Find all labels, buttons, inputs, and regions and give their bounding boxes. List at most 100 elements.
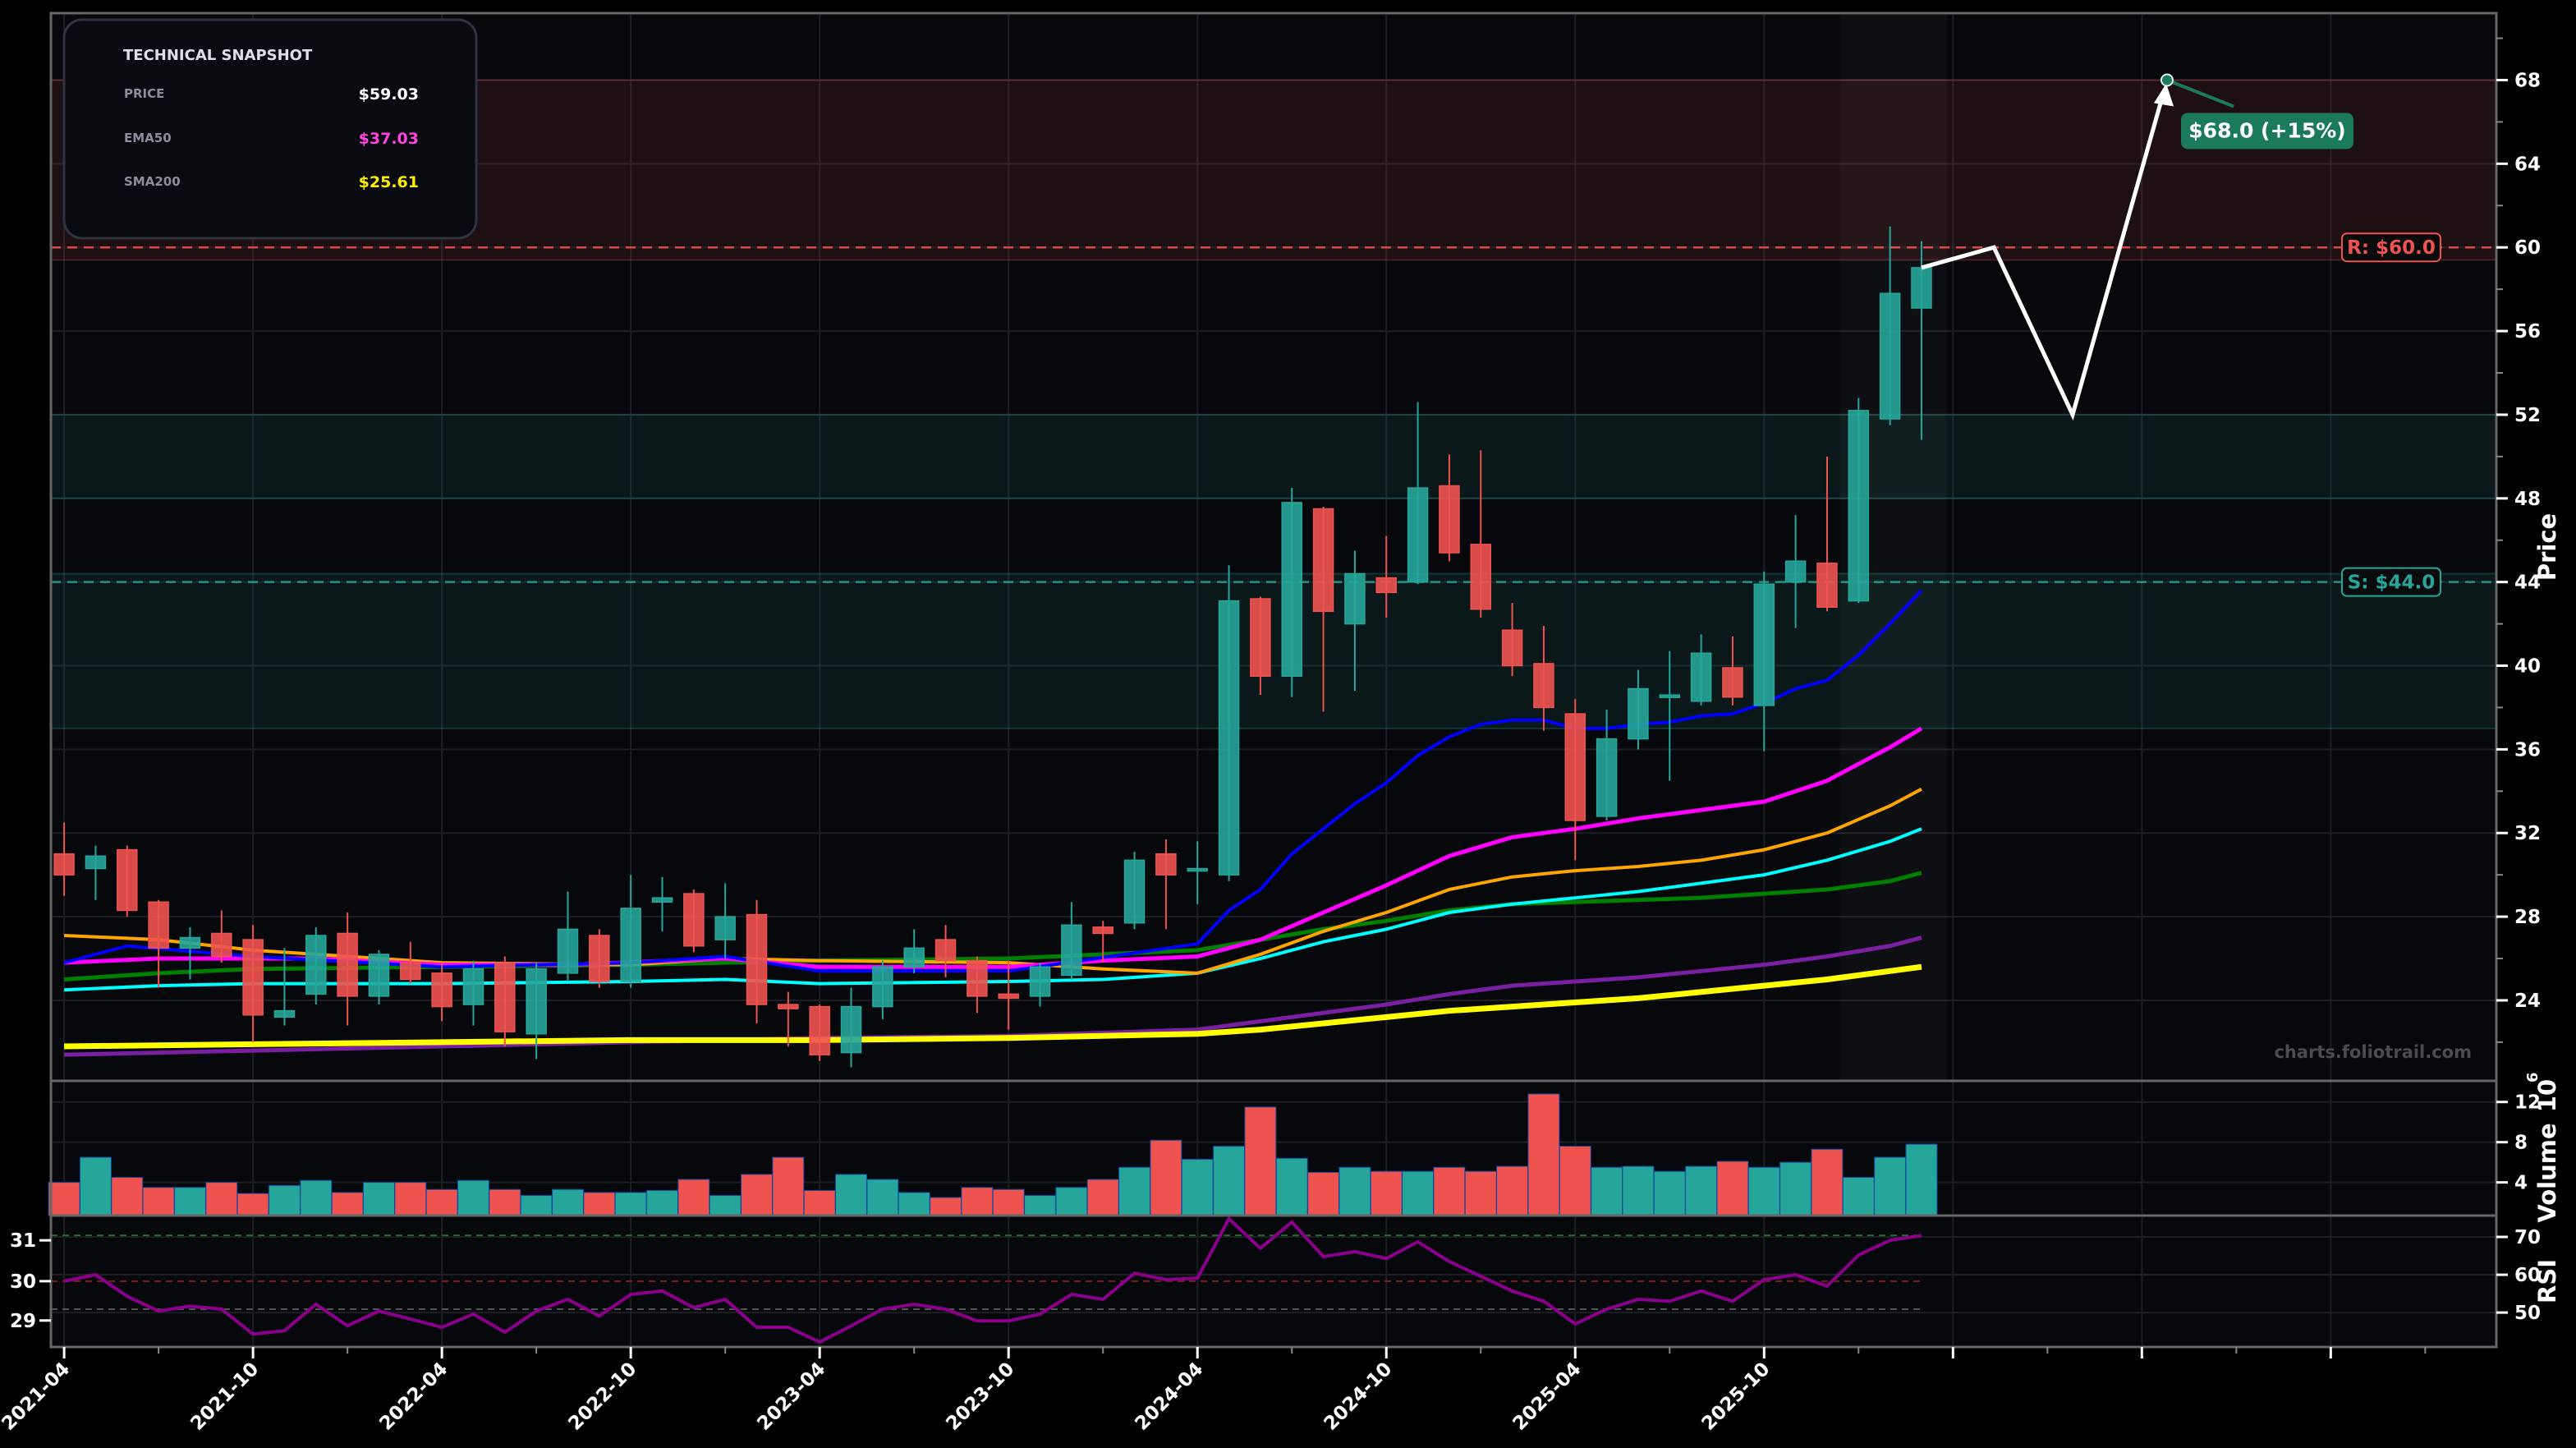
candle-up — [179, 936, 201, 949]
volume-bar — [1842, 1176, 1875, 1216]
volume-bar — [1622, 1165, 1655, 1216]
volume-bar — [1150, 1139, 1182, 1216]
candle-down — [211, 932, 232, 958]
volume-bar — [1433, 1166, 1466, 1216]
candle-down — [967, 959, 988, 997]
candle-down — [809, 1005, 830, 1055]
candle-down — [1533, 663, 1554, 709]
candle-up — [1218, 600, 1240, 876]
candle-up — [1061, 924, 1082, 977]
volume-axis-label: Volume — [2533, 1123, 2561, 1222]
volume-bar — [961, 1187, 994, 1216]
candle-up — [1123, 859, 1146, 924]
volume-bar — [1811, 1148, 1844, 1216]
candle-up — [1784, 560, 1807, 583]
volume-bar — [1779, 1161, 1812, 1216]
rsi-left-tick-label: 29 — [10, 1311, 36, 1332]
candle-down — [1155, 853, 1177, 876]
candle-up — [368, 954, 390, 997]
rsi-tick-label: 70 — [2514, 1227, 2541, 1248]
volume-bar — [614, 1192, 647, 1216]
volume-bar — [1024, 1195, 1057, 1216]
watermark: charts.foliotrail.com — [2274, 1042, 2472, 1062]
price-tick-label: 28 — [2514, 907, 2541, 928]
price-zone — [50, 413, 2497, 499]
candle-up — [273, 1009, 296, 1018]
volume-bar — [457, 1179, 489, 1216]
x-tick-label: 2023-10 — [942, 1358, 1018, 1435]
volume-bar — [1496, 1165, 1529, 1216]
candle-up — [305, 935, 327, 995]
support-resistance-lines: R: $60.0 S: $44.0 — [51, 232, 2496, 597]
volume-bar — [1181, 1158, 1214, 1216]
candle-down — [589, 935, 610, 982]
snapshot-ema50-label: EMA50 — [124, 131, 172, 145]
candle-up — [1879, 292, 1901, 420]
volume-bar — [394, 1182, 427, 1216]
volume-bar — [489, 1188, 521, 1216]
target-label: $68.0 (+15%) — [2188, 118, 2345, 142]
volume-bar — [425, 1188, 458, 1216]
x-tick-label: 2024-04 — [1131, 1358, 1207, 1435]
candle-up — [1690, 652, 1712, 702]
volume-bar — [1370, 1170, 1403, 1216]
candle-up — [85, 855, 107, 870]
volume-bar — [992, 1188, 1025, 1216]
snapshot-sma200-label: SMA200 — [124, 174, 181, 189]
forecast-arrowhead-icon — [2153, 83, 2174, 107]
candle-down — [683, 893, 705, 947]
x-tick-label: 2024-10 — [1320, 1358, 1396, 1435]
candle-up — [462, 968, 484, 1005]
volume-bar — [205, 1182, 238, 1216]
volume-bar — [646, 1189, 678, 1216]
candle-up — [1659, 694, 1681, 698]
volume-bar — [1086, 1179, 1119, 1216]
volume-bar — [1905, 1143, 1938, 1216]
price-axis-label: Price — [2533, 513, 2561, 581]
volume-bar — [1716, 1161, 1749, 1216]
volume-bar — [1559, 1146, 1591, 1216]
technical-snapshot-panel: TECHNICAL SNAPSHOT PRICE $59.03 EMA50 $3… — [62, 18, 478, 240]
candle-down — [1092, 926, 1114, 935]
volume-bar — [583, 1192, 616, 1216]
volume-bar — [803, 1189, 836, 1216]
candle-down — [400, 962, 421, 981]
volume-bar — [741, 1174, 774, 1216]
price-tick-label: 40 — [2514, 656, 2541, 678]
price-tick-label: 32 — [2514, 823, 2541, 844]
rsi-panel — [51, 1216, 1922, 1345]
candle-down — [1722, 667, 1743, 698]
snapshot-ema50-value: $37.03 — [359, 130, 419, 148]
target-label-box — [2181, 113, 2353, 149]
volume-bar — [1747, 1166, 1780, 1216]
price-tick-label: 24 — [2514, 991, 2541, 1012]
volume-bar — [79, 1156, 112, 1216]
candle-down — [431, 972, 452, 1008]
volume-bar — [1527, 1093, 1560, 1216]
snapshot-price-value: $59.03 — [359, 85, 419, 103]
price-tick-label: 52 — [2514, 405, 2541, 426]
moving-averages — [63, 589, 1923, 1057]
candle-up — [526, 968, 547, 1035]
x-tick-label: 2025-04 — [1508, 1358, 1585, 1435]
candle-up — [1628, 687, 1649, 740]
rsi-tick-label: 60 — [2514, 1265, 2541, 1286]
snapshot-price-label: PRICE — [124, 86, 164, 101]
volume-unit-exponent: 6 — [2524, 1072, 2542, 1083]
candle-up — [1407, 487, 1429, 583]
volume-bar — [48, 1182, 80, 1216]
price-tick-label: 56 — [2514, 321, 2541, 342]
volume-bars — [48, 1093, 1938, 1216]
candle-down — [1250, 598, 1271, 677]
volume-bar — [111, 1176, 144, 1216]
volume-bar — [930, 1197, 962, 1216]
support-label-box — [2341, 567, 2441, 597]
candle-up — [1187, 867, 1208, 872]
volume-bar — [1055, 1187, 1088, 1216]
resistance-label-box — [2341, 232, 2441, 263]
volume-unit-label: 10 — [2533, 1079, 2561, 1112]
volume-bar — [835, 1174, 868, 1216]
snapshot-title: TECHNICAL SNAPSHOT — [123, 47, 313, 64]
candle-down — [148, 901, 169, 949]
